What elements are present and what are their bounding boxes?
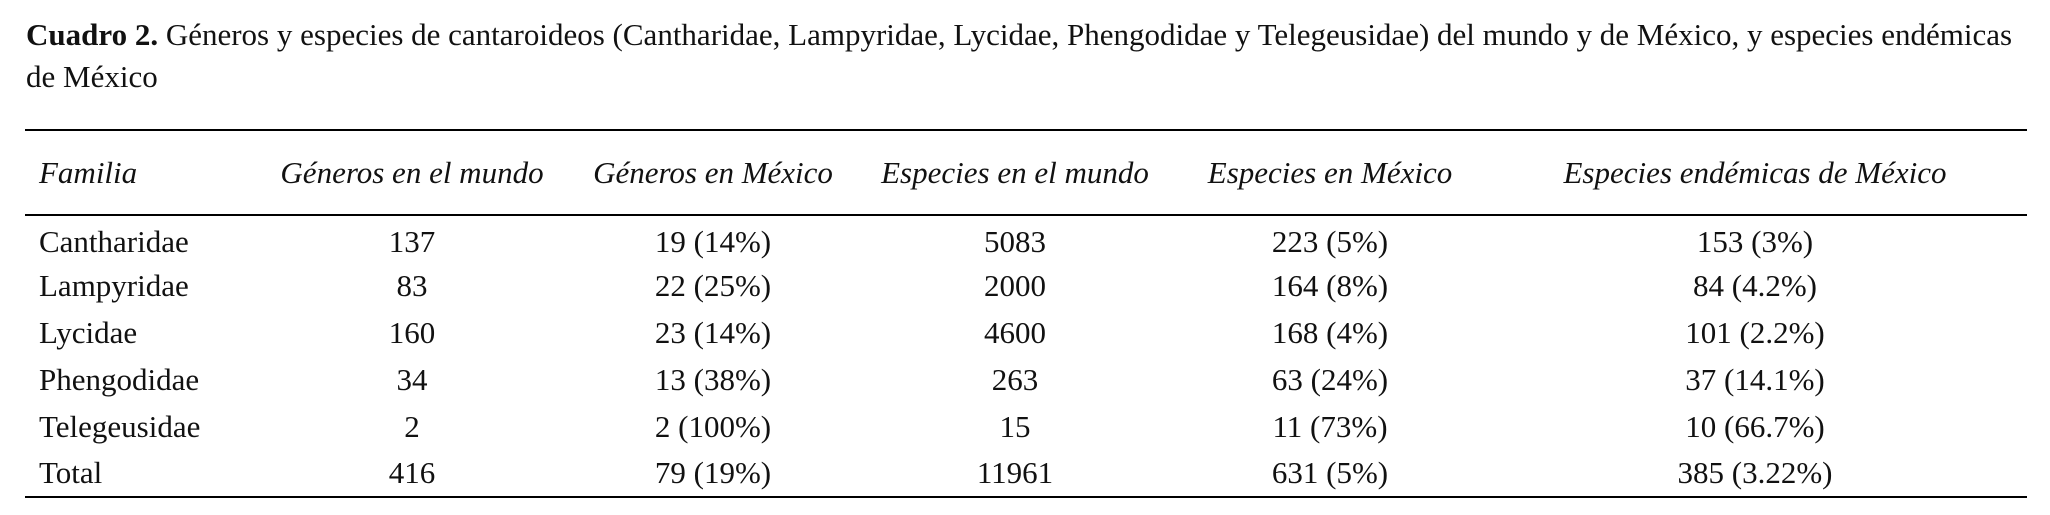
cell-especies-mexico: 631 (5%) xyxy=(1271,455,1389,490)
table-caption: Cuadro 2. Géneros y especies de cantaroi… xyxy=(26,14,2026,98)
cell-generos-mundo: 2 xyxy=(404,408,420,444)
cell-generos-mundo: 83 xyxy=(396,267,428,303)
cell-generos-mexico: 13 (38%) xyxy=(654,361,772,397)
cell-familia: Phengodidae xyxy=(39,361,200,397)
header-generos-mexico: Géneros en México xyxy=(573,130,853,216)
cell-especies-endemicas: 37 (14.1%) xyxy=(1685,361,1825,397)
cell-generos-mundo: 34 xyxy=(396,361,428,397)
table-row: Cantharidae 137 19 (14%) 5083 223 (5%) 1… xyxy=(25,215,2027,262)
cell-familia: Lycidae xyxy=(39,314,138,350)
cell-familia: Telegeusidae xyxy=(39,408,201,444)
caption-label: Cuadro 2. xyxy=(26,17,159,52)
cell-especies-mundo: 11961 xyxy=(976,455,1054,490)
cell-familia: Total xyxy=(39,455,103,490)
header-especies-mundo: Especies en el mundo xyxy=(853,130,1177,216)
cell-especies-mexico: 63 (24%) xyxy=(1271,361,1389,397)
header-especies-endemicas: Especies endémicas de México xyxy=(1483,130,2027,216)
table-row: Telegeusidae 2 2 (100%) 15 11 (73%) 10 (… xyxy=(25,403,2027,450)
cell-generos-mexico: 23 (14%) xyxy=(654,314,772,350)
cell-especies-mundo: 5083 xyxy=(984,224,1046,259)
cell-especies-mundo: 263 xyxy=(991,361,1039,397)
cell-familia: Lampyridae xyxy=(39,267,189,303)
cell-especies-endemicas: 153 (3%) xyxy=(1696,224,1814,259)
table-row: Phengodidae 34 13 (38%) 263 63 (24%) 37 … xyxy=(25,356,2027,403)
cell-generos-mundo: 137 xyxy=(388,224,436,259)
header-especies-mexico: Especies en México xyxy=(1177,130,1483,216)
cell-especies-mexico: 168 (4%) xyxy=(1271,314,1389,350)
table-header-row: Familia Géneros en el mundo Géneros en M… xyxy=(25,130,2027,216)
caption-text: Géneros y especies de cantaroideos (Cant… xyxy=(26,17,2013,94)
data-table: Familia Géneros en el mundo Géneros en M… xyxy=(25,129,2027,498)
cell-generos-mexico: 79 (19%) xyxy=(654,455,772,490)
cell-especies-endemicas: 84 (4.2%) xyxy=(1693,267,1817,303)
header-familia: Familia xyxy=(25,130,251,216)
cell-generos-mundo: 416 xyxy=(388,455,436,490)
cell-familia: Cantharidae xyxy=(39,224,189,259)
cell-especies-endemicas: 101 (2.2%) xyxy=(1685,314,1825,350)
cell-especies-endemicas: 10 (66.7%) xyxy=(1685,408,1825,444)
cell-especies-mexico: 164 (8%) xyxy=(1271,267,1389,303)
cell-especies-mundo: 4600 xyxy=(984,314,1046,350)
cell-generos-mexico: 2 (100%) xyxy=(654,408,772,444)
cell-generos-mexico: 22 (25%) xyxy=(654,267,772,303)
cell-especies-endemicas: 385 (3.22%) xyxy=(1677,455,1833,490)
cell-especies-mexico: 11 (73%) xyxy=(1272,408,1388,444)
header-generos-mundo: Géneros en el mundo xyxy=(251,130,573,216)
table-row: Lycidae 160 23 (14%) 4600 168 (4%) 101 (… xyxy=(25,309,2027,356)
cell-generos-mundo: 160 xyxy=(388,314,436,350)
cell-especies-mexico: 223 (5%) xyxy=(1271,224,1389,259)
table-row: Lampyridae 83 22 (25%) 2000 164 (8%) 84 … xyxy=(25,262,2027,309)
cell-generos-mexico: 19 (14%) xyxy=(654,224,772,259)
cell-especies-mundo: 15 xyxy=(999,408,1031,444)
cell-especies-mundo: 2000 xyxy=(984,267,1046,303)
table-row-total: Total 416 79 (19%) 11961 631 (5%) 385 (3… xyxy=(25,450,2027,497)
